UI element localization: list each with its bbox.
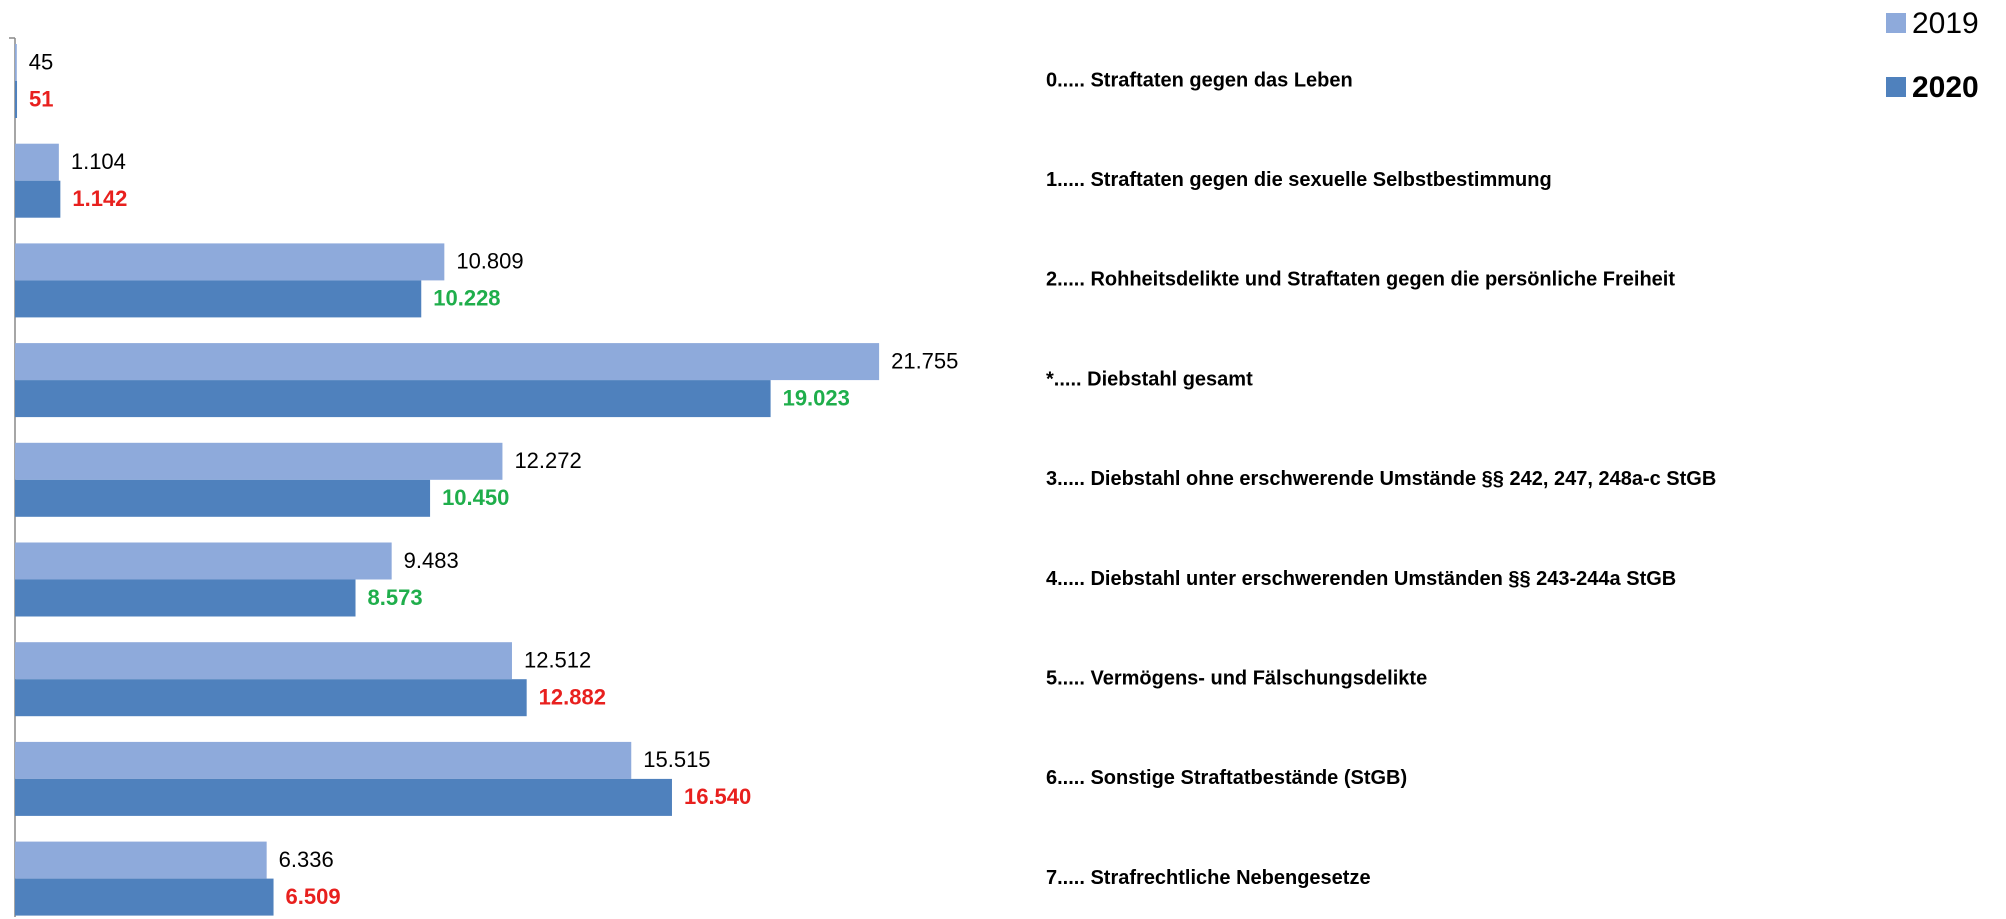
bar <box>15 380 771 418</box>
bar <box>15 479 431 517</box>
bar <box>15 542 392 580</box>
category-label: 1..... Straftaten gegen die sexuelle Sel… <box>1046 169 1552 191</box>
bar <box>15 343 880 381</box>
category-label: 2..... Rohheitsdelikte und Straftaten ge… <box>1046 269 1675 291</box>
value-label: 1.104 <box>71 149 126 174</box>
value-label: 51 <box>29 86 53 111</box>
legend-label: 2020 <box>1912 71 1979 104</box>
bar <box>15 81 18 118</box>
legend-swatch <box>1886 13 1906 33</box>
bar <box>15 741 632 779</box>
value-label: 16.540 <box>684 784 751 809</box>
value-label: 10.809 <box>456 249 523 274</box>
category-label: 0..... Straftaten gegen das Leben <box>1046 69 1353 91</box>
value-label: 9.483 <box>404 548 459 573</box>
legend-swatch <box>1886 77 1906 97</box>
value-label: 15.515 <box>643 747 710 772</box>
value-label: 21.755 <box>891 348 958 373</box>
bar <box>15 778 672 816</box>
bar <box>15 280 422 318</box>
bar <box>15 143 59 181</box>
bar <box>15 180 61 218</box>
bar <box>15 442 503 480</box>
category-label: 3..... Diebstahl ohne erschwerende Umstä… <box>1046 468 1716 490</box>
value-label: 10.228 <box>433 286 500 311</box>
bar <box>15 878 274 916</box>
value-label: 10.450 <box>442 485 509 510</box>
value-label: 12.272 <box>514 448 581 473</box>
bar <box>15 841 267 879</box>
value-label: 19.023 <box>783 385 850 410</box>
value-label: 12.512 <box>524 648 591 673</box>
value-label: 6.336 <box>279 847 334 872</box>
category-label: 6..... Sonstige Straftatbestände (StGB) <box>1046 767 1407 789</box>
category-label: 5..... Vermögens- und Fälschungsdelikte <box>1046 667 1427 689</box>
value-label: 45 <box>29 49 53 74</box>
bar <box>15 642 512 680</box>
value-label: 12.882 <box>539 685 606 710</box>
bar <box>15 44 17 81</box>
value-label: 6.509 <box>286 884 341 909</box>
bar <box>15 679 527 717</box>
category-label: 4..... Diebstahl unter erschwerenden Ums… <box>1046 568 1676 590</box>
category-label: *..... Diebstahl gesamt <box>1046 368 1253 390</box>
value-label: 1.142 <box>72 186 127 211</box>
legend-label: 2019 <box>1912 7 1979 40</box>
bar <box>15 579 356 617</box>
category-label: 7..... Strafrechtliche Nebengesetze <box>1046 867 1371 889</box>
value-label: 8.573 <box>368 585 423 610</box>
bar <box>15 243 445 281</box>
